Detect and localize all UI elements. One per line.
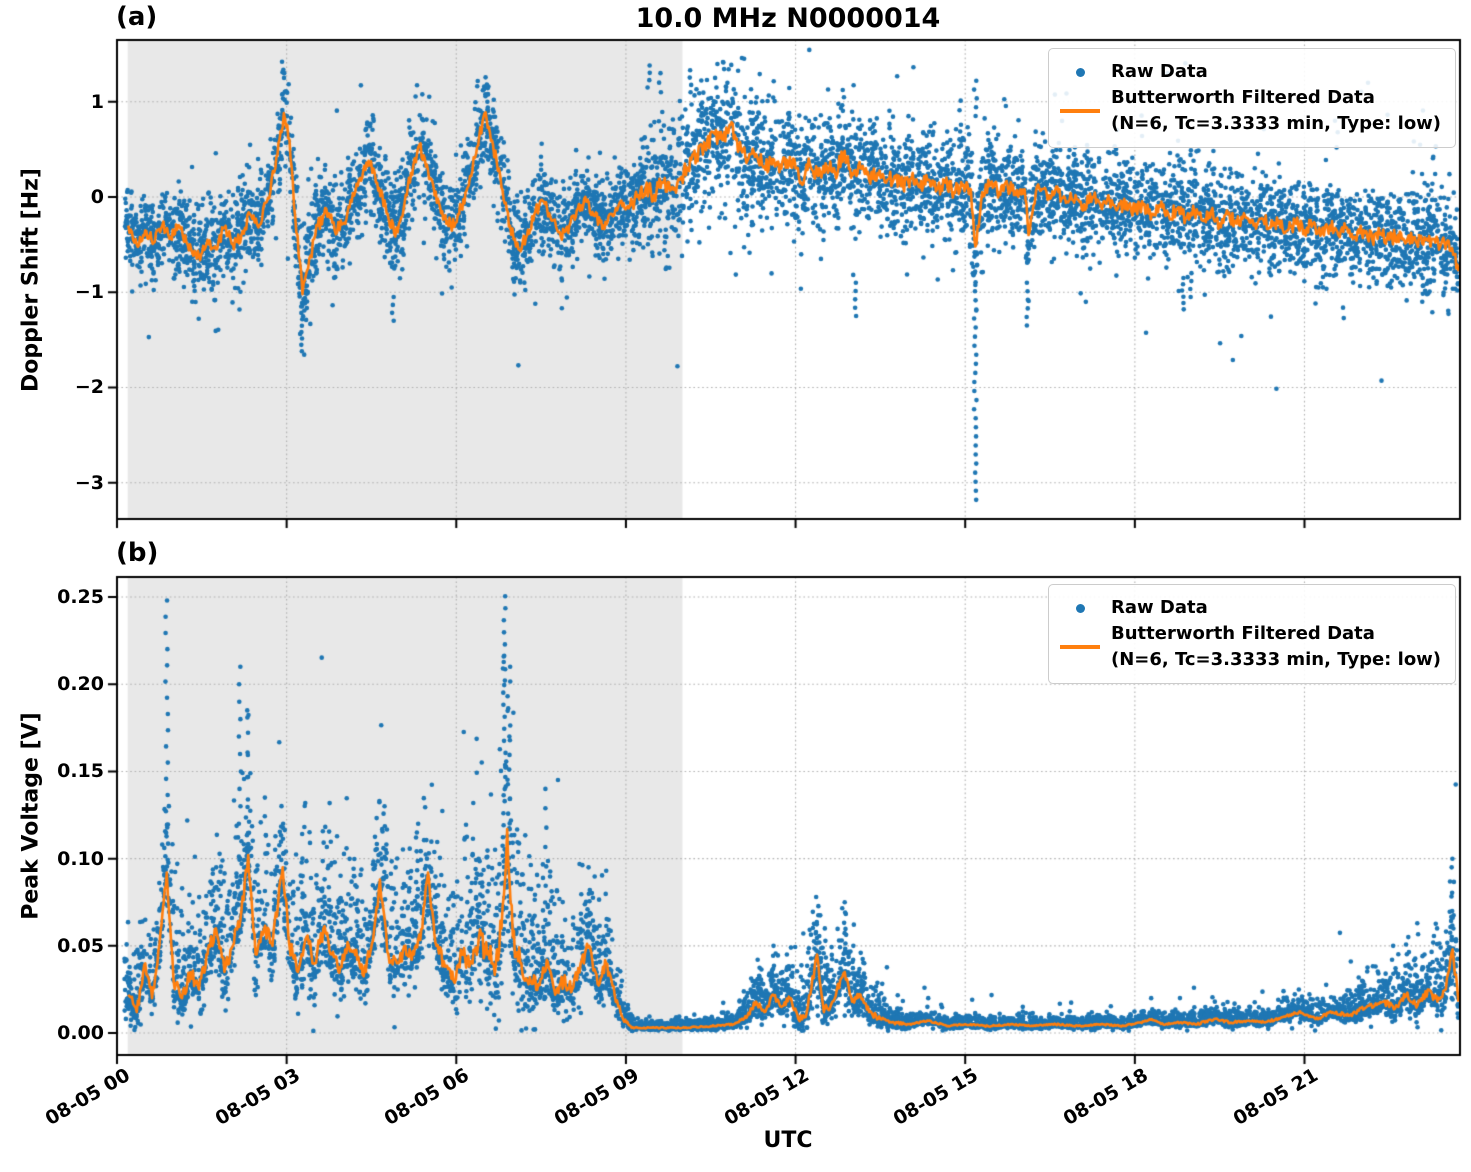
legend-panel-b: Raw Data Butterworth Filtered Data (N=6,… — [1048, 584, 1456, 684]
y-tick-label: −1 — [74, 281, 104, 304]
y-tick-label: −3 — [74, 471, 104, 494]
y-tick-label: 0 — [90, 185, 104, 208]
legend-filtered-label-line2: (N=6, Tc=3.3333 min, Type: low) — [1111, 649, 1442, 670]
filtered-line-marker — [1060, 645, 1100, 649]
legend-raw-row: Raw Data — [1049, 595, 1443, 621]
legend-filtered-label-line2: (N=6, Tc=3.3333 min, Type: low) — [1111, 113, 1442, 134]
y-tick-label: 0.00 — [57, 1022, 104, 1045]
panel-a-label: (a) — [116, 2, 158, 32]
legend-raw-row: Raw Data — [1049, 59, 1443, 85]
legend-raw-label: Raw Data — [1111, 61, 1208, 82]
raw-data-dot-marker — [1075, 68, 1085, 77]
legend-raw-label: Raw Data — [1111, 597, 1208, 618]
panel-b-ylabel: Peak Voltage [V] — [18, 712, 44, 920]
x-axis-label: UTC — [763, 1128, 813, 1153]
y-tick-label: 0.05 — [57, 934, 104, 957]
figure-title: 10.0 MHz N0000014 — [635, 3, 941, 34]
legend-filtered-row: Butterworth Filtered Data (N=6, Tc=3.333… — [1049, 621, 1443, 673]
y-tick-label: 1 — [90, 90, 104, 113]
y-tick-label: 0.10 — [57, 847, 104, 870]
raw-data-dot-marker — [1075, 604, 1085, 613]
filtered-line-marker — [1060, 109, 1100, 113]
y-tick-label: 0.15 — [57, 760, 104, 783]
legend-filtered-label-line1: Butterworth Filtered Data — [1111, 87, 1375, 108]
legend-panel-a: Raw Data Butterworth Filtered Data (N=6,… — [1048, 48, 1456, 148]
legend-filtered-label-line1: Butterworth Filtered Data — [1111, 623, 1375, 644]
y-tick-label: −2 — [74, 376, 104, 399]
legend-filtered-row: Butterworth Filtered Data (N=6, Tc=3.333… — [1049, 85, 1443, 137]
y-tick-label: 0.25 — [57, 586, 104, 609]
panel-a-ylabel: Doppler Shift [Hz] — [18, 168, 44, 392]
panel-b-label: (b) — [116, 538, 159, 568]
y-tick-label: 0.20 — [57, 673, 104, 696]
